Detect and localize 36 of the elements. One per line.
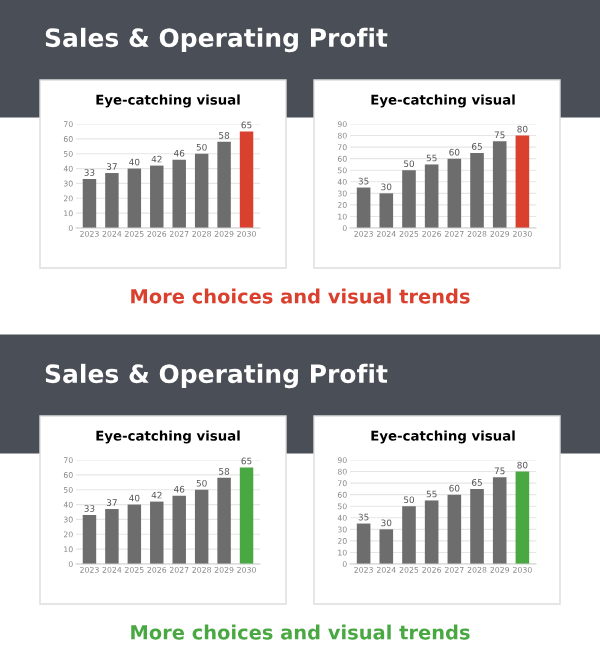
bar — [239, 131, 254, 228]
bar — [239, 467, 254, 564]
bar — [172, 495, 186, 564]
bar — [127, 504, 142, 564]
bar — [515, 471, 530, 564]
bar — [105, 173, 119, 228]
bar — [492, 477, 507, 564]
bar — [217, 141, 231, 228]
bar — [402, 506, 416, 564]
bar — [447, 494, 462, 564]
bar — [356, 523, 371, 564]
bar — [424, 164, 439, 228]
bar — [402, 170, 416, 228]
text: More choices and visual trends — [131, 624, 470, 640]
bar — [470, 152, 484, 228]
text: Sales & Operating Profit — [45, 363, 388, 389]
bar — [127, 168, 142, 228]
bar — [105, 509, 119, 564]
bar — [194, 489, 209, 564]
bar — [447, 158, 462, 228]
bar — [82, 514, 97, 564]
bar — [356, 187, 371, 228]
bar — [82, 178, 97, 228]
bar — [379, 193, 394, 228]
bar — [172, 159, 186, 228]
bar — [150, 165, 164, 228]
bar — [492, 141, 507, 228]
text: More choices and visual trends — [131, 288, 470, 304]
bar — [515, 135, 530, 228]
bar — [379, 529, 394, 564]
text: Sales & Operating Profit — [45, 27, 388, 53]
bar — [424, 500, 439, 564]
bar — [194, 153, 209, 228]
bar — [217, 477, 231, 564]
bar — [150, 501, 164, 564]
bar — [470, 488, 484, 564]
